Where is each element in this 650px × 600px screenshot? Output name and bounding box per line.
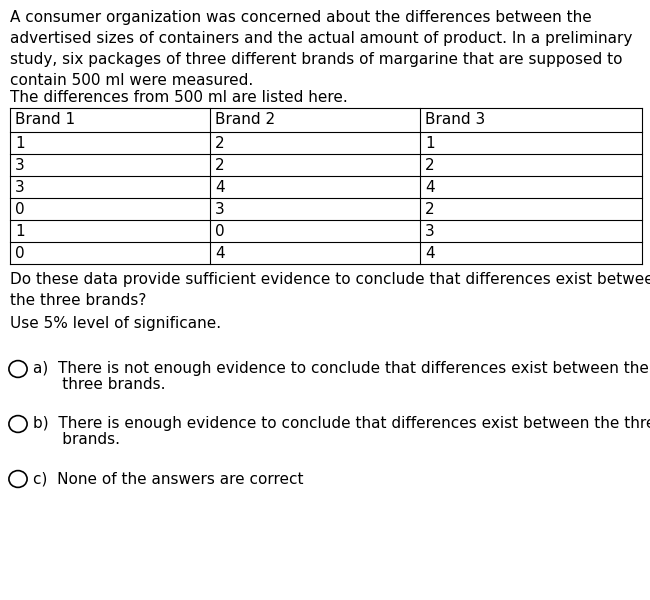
Text: three brands.: three brands. [33, 377, 166, 392]
Text: a)  There is not enough evidence to conclude that differences exist between the: a) There is not enough evidence to concl… [33, 361, 649, 376]
Text: 2: 2 [215, 136, 225, 151]
Text: 4: 4 [215, 246, 225, 261]
Text: 2: 2 [425, 158, 435, 173]
Text: 0: 0 [15, 246, 25, 261]
Text: 3: 3 [15, 158, 25, 173]
Text: 1: 1 [425, 136, 435, 151]
Text: Do these data provide sufficient evidence to conclude that differences exist bet: Do these data provide sufficient evidenc… [10, 272, 650, 308]
Text: Use 5% level of significane.: Use 5% level of significane. [10, 316, 221, 331]
Text: 3: 3 [215, 202, 225, 217]
Text: 2: 2 [215, 158, 225, 173]
Text: 0: 0 [15, 202, 25, 217]
Text: Brand 2: Brand 2 [215, 112, 275, 127]
Text: brands.: brands. [33, 432, 120, 447]
Text: 4: 4 [215, 180, 225, 195]
Text: b)  There is enough evidence to conclude that differences exist between the thre: b) There is enough evidence to conclude … [33, 416, 650, 431]
Text: 0: 0 [215, 224, 225, 239]
Text: 3: 3 [15, 180, 25, 195]
Text: c)  None of the answers are correct: c) None of the answers are correct [33, 471, 304, 486]
Text: 1: 1 [15, 224, 25, 239]
Text: 2: 2 [425, 202, 435, 217]
Text: 4: 4 [425, 246, 435, 261]
Text: The differences from 500 ml are listed here.: The differences from 500 ml are listed h… [10, 90, 348, 105]
Text: 3: 3 [425, 224, 435, 239]
Text: 1: 1 [15, 136, 25, 151]
Text: Brand 3: Brand 3 [425, 112, 486, 127]
Text: A consumer organization was concerned about the differences between the
advertis: A consumer organization was concerned ab… [10, 10, 632, 88]
Text: 4: 4 [425, 180, 435, 195]
Text: Brand 1: Brand 1 [15, 112, 75, 127]
